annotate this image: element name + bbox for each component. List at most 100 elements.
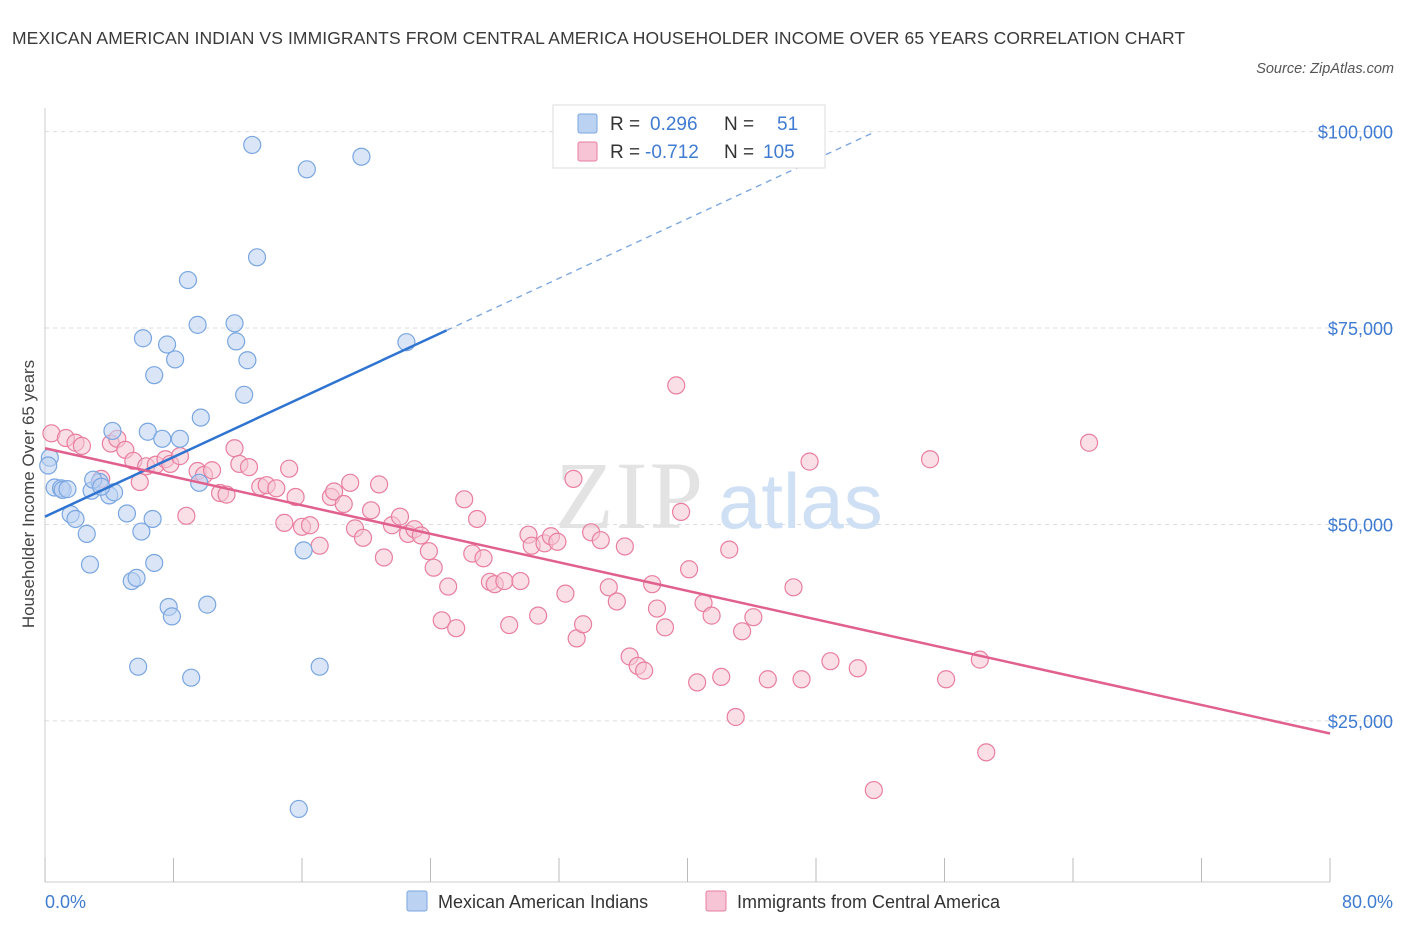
blue-trend-line xyxy=(44,329,448,518)
legend-r-value-1: 0.296 xyxy=(650,114,698,135)
blue-data-point xyxy=(66,509,85,529)
legend: R = 0.296 N = 51 R = -0.712 N = 105 xyxy=(552,104,826,169)
blue-data-point xyxy=(170,429,190,448)
pink-data-point xyxy=(495,571,514,591)
blue-data-point xyxy=(153,429,172,448)
pink-data-point xyxy=(688,673,707,692)
blue-data-point xyxy=(129,657,148,676)
blue-data-point xyxy=(188,315,207,334)
pink-data-point xyxy=(334,494,353,514)
pink-data-point xyxy=(390,507,410,526)
blue-data-point xyxy=(191,408,210,427)
blue-data-point xyxy=(58,480,77,499)
blue-data-point xyxy=(247,248,267,267)
blue-data-point xyxy=(39,456,58,475)
pink-data-point xyxy=(712,667,731,687)
blue-data-point xyxy=(238,351,257,370)
y-tick-label: $75,000 xyxy=(1328,319,1393,339)
blue-data-point xyxy=(352,147,371,166)
pink-data-point xyxy=(474,549,493,568)
legend-n-value-1: 51 xyxy=(777,114,798,135)
blue-data-point xyxy=(310,657,329,676)
pink-data-point xyxy=(432,611,451,630)
legend-n-label-2: N = xyxy=(724,142,754,163)
y-tick-labels: $25,000 $50,000 $75,000 $100,000 xyxy=(1318,123,1393,732)
trend-lines xyxy=(44,132,1331,735)
watermark-atlas: atlas xyxy=(718,457,883,545)
y-tick-label: $100,000 xyxy=(1318,123,1393,143)
blue-data-point xyxy=(289,799,308,819)
blue-data-point xyxy=(182,668,201,687)
legend-r-label-2: R = xyxy=(610,142,640,163)
pink-data-point xyxy=(635,661,654,680)
pink-data-point xyxy=(225,439,244,458)
pink-data-point xyxy=(275,513,294,532)
pink-data-point xyxy=(267,479,286,498)
y-tick-label: $50,000 xyxy=(1328,515,1393,535)
pink-data-point xyxy=(848,659,867,678)
source-credit: Source: ZipAtlas.com xyxy=(1256,61,1394,77)
pink-data-point xyxy=(702,606,721,625)
legend-n-value-2: 105 xyxy=(763,142,795,163)
pink-data-point xyxy=(744,608,763,627)
legend-n-label-1: N = xyxy=(724,114,754,135)
pink-data-point xyxy=(72,436,92,455)
pink-data-point xyxy=(655,618,675,637)
blue-data-point xyxy=(157,335,177,354)
pink-data-point xyxy=(607,592,626,611)
pink-data-point xyxy=(573,615,593,634)
y-tick-label: $25,000 xyxy=(1328,712,1393,732)
pink-data-point xyxy=(419,542,438,561)
blue-data-point xyxy=(127,568,146,588)
blue-data-point xyxy=(132,522,151,541)
blue-data-point xyxy=(294,541,313,560)
blue-data-point xyxy=(162,607,181,626)
bottom-legend-label-blue: Mexican American Indians xyxy=(438,892,648,912)
pink-data-point xyxy=(556,584,575,603)
pink-data-point xyxy=(680,560,699,579)
blue-data-point xyxy=(225,314,244,333)
legend-r-value-2: -0.712 xyxy=(645,142,699,163)
pink-data-point xyxy=(784,578,803,597)
bottom-legend-label-pink: Immigrants from Central America xyxy=(737,892,1001,912)
pink-data-point xyxy=(467,509,487,529)
pink-data-point xyxy=(591,531,610,550)
pink-data-point xyxy=(599,578,618,597)
axis-layer xyxy=(44,108,1331,883)
blue-data-point xyxy=(243,135,262,155)
blue-data-point xyxy=(103,421,122,441)
blue-data-point xyxy=(143,509,162,529)
pink-data-point xyxy=(202,461,222,480)
pink-data-point xyxy=(667,376,686,395)
blue-data-point xyxy=(77,524,96,543)
pink-data-point xyxy=(300,516,320,535)
pink-data-point xyxy=(286,487,305,507)
x-tick-min: 0.0% xyxy=(45,892,86,912)
chart-title: MEXICAN AMERICAN INDIAN VS IMMIGRANTS FR… xyxy=(12,28,1186,48)
blue-data-point xyxy=(178,270,198,290)
pink-data-point xyxy=(647,599,667,618)
pink-data-point xyxy=(370,475,389,494)
pink-data-point xyxy=(977,743,996,762)
blue-data-point xyxy=(166,350,185,369)
blue-data-point xyxy=(227,332,246,351)
blue-data-point xyxy=(117,504,137,523)
pink-data-point xyxy=(177,506,196,525)
pink-data-point xyxy=(361,501,381,520)
pink-data-point xyxy=(1079,433,1099,452)
legend-box xyxy=(552,104,826,169)
pink-data-point xyxy=(758,670,777,689)
pink-data-point xyxy=(792,670,811,689)
blue-data-point xyxy=(80,555,100,574)
pink-data-point xyxy=(374,548,394,567)
pink-data-point xyxy=(671,502,691,521)
pink-data-point xyxy=(800,452,819,471)
pink-series-points xyxy=(42,376,1099,800)
pink-data-point xyxy=(864,780,883,800)
pink-data-point xyxy=(424,558,443,577)
blue-data-point xyxy=(138,422,157,441)
pink-data-point xyxy=(239,458,259,477)
pink-data-point xyxy=(280,459,299,478)
blue-data-point xyxy=(145,553,164,573)
